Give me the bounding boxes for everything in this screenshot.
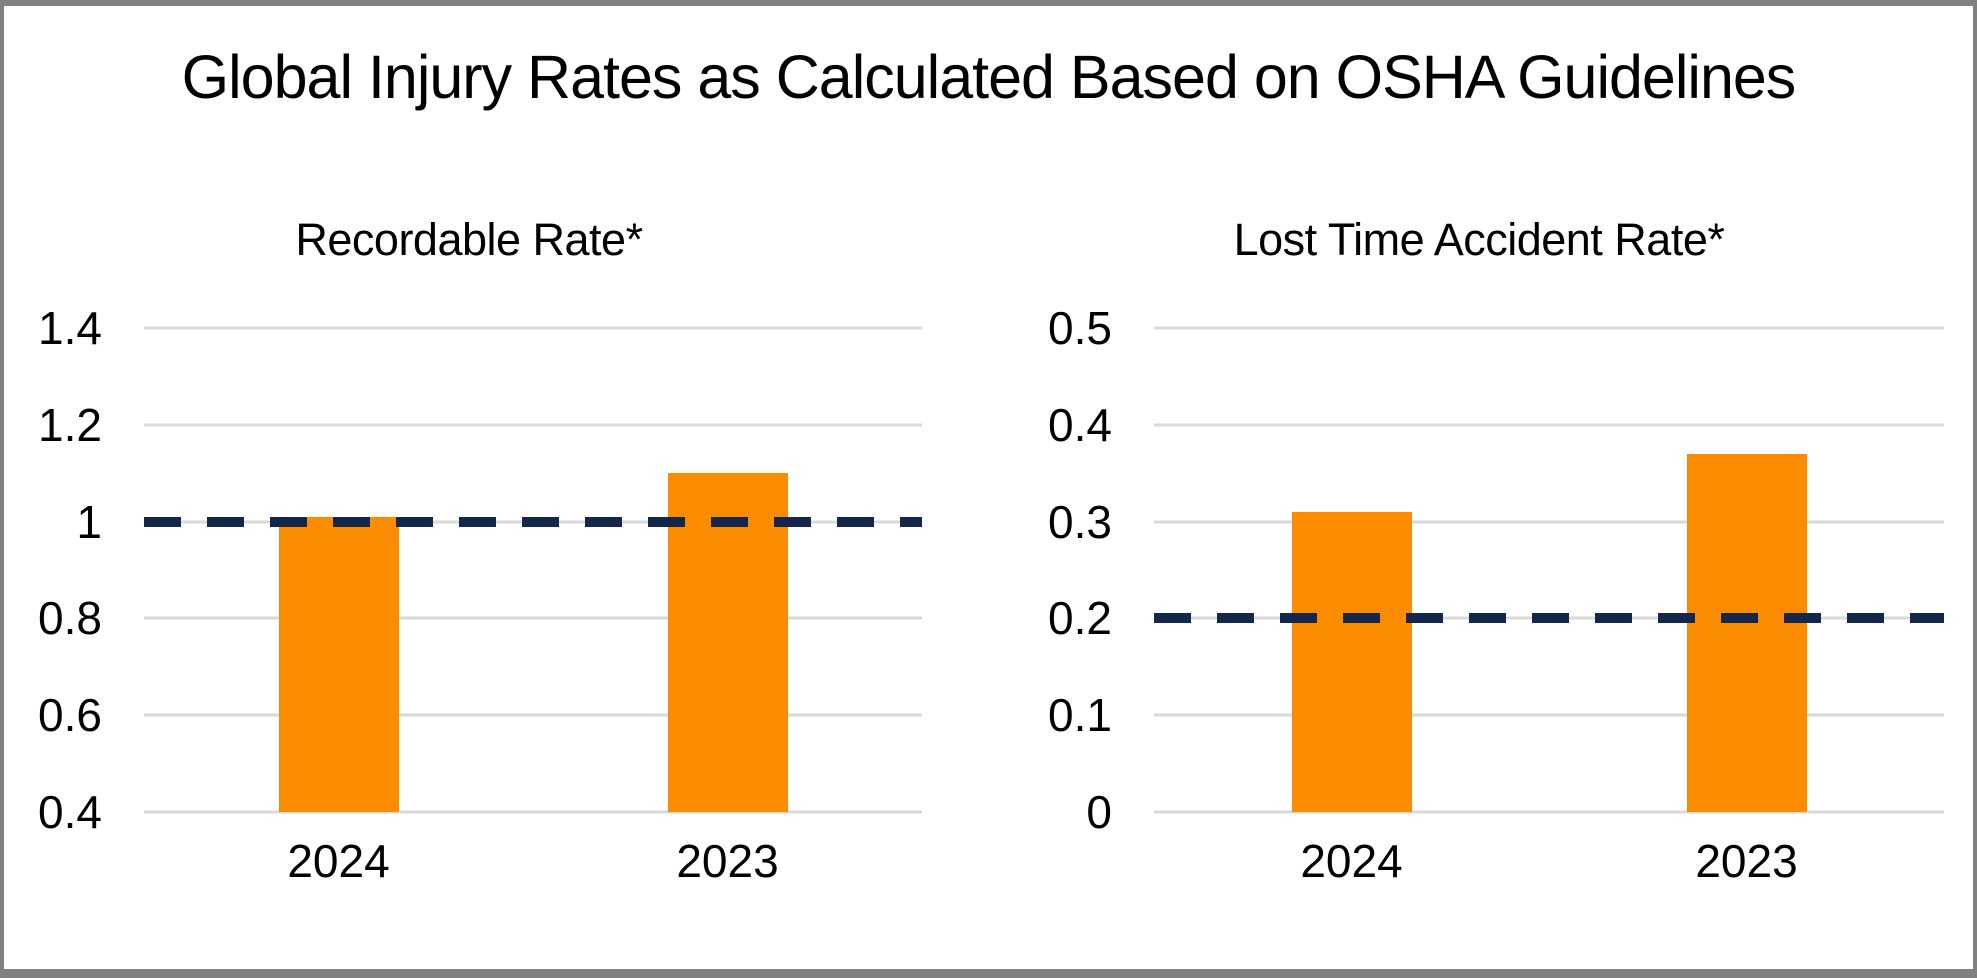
target-line	[1154, 613, 1944, 624]
gridline-1.4	[144, 326, 922, 330]
y-tick-label-0.3: 0.3	[1048, 495, 1112, 548]
y-tick-label-0.6: 0.6	[38, 689, 102, 742]
plot-area	[1154, 326, 1944, 814]
lost-time-accident-rate-chart-title: Lost Time Accident Rate*	[1233, 214, 1725, 265]
y-tick-label-1.4: 1.4	[38, 302, 102, 354]
x-axis: 2024 2023	[144, 838, 922, 890]
y-tick-label-0.2: 0.2	[1048, 592, 1112, 645]
gridline-0	[1154, 810, 1944, 814]
recordable-rate-chart: Recordable Rate* 1.4 1.2 1 0.8 0.6 0.4 2024 20…	[16, 214, 922, 890]
gridline-0.6	[144, 713, 922, 717]
y-tick-label-1.2: 1.2	[38, 398, 102, 451]
gridline-0.5	[1154, 326, 1944, 330]
x-axis: 2024 2023	[1154, 838, 1944, 890]
gridline-1.2	[144, 423, 922, 427]
y-tick-label-0.5: 0.5	[1048, 302, 1112, 354]
y-tick-label-1: 1	[76, 495, 102, 548]
y-tick-label-0.4: 0.4	[38, 786, 102, 838]
plot-area	[144, 326, 922, 814]
lost-time-accident-rate-plot-wrap: 0.5 0.4 0.3 0.2 0.1 0	[1014, 305, 1944, 835]
y-tick-label-0: 0	[1086, 786, 1112, 838]
gridline-0.3	[1154, 520, 1944, 524]
x-tick-label-2024: 2024	[287, 835, 390, 887]
gridline-0.1	[1154, 713, 1944, 717]
lost-time-accident-rate-chart: Lost Time Accident Rate* 0.5 0.4 0.3 0.2 0.1…	[1014, 214, 1944, 890]
x-tick-label-2023: 2023	[676, 835, 779, 887]
target-line	[144, 516, 922, 527]
page-title: Global Injury Rates as Calculated Based …	[181, 43, 1797, 111]
y-tick-label-0.4: 0.4	[1048, 398, 1112, 451]
bar-2023	[667, 473, 788, 812]
y-axis: 0.5 0.4 0.3 0.2 0.1 0	[1014, 305, 1154, 835]
y-axis: 1.4 1.2 1 0.8 0.6 0.4	[16, 305, 144, 835]
x-tick-label-2024: 2024	[1300, 835, 1403, 887]
y-tick-label-0.1: 0.1	[1048, 689, 1112, 742]
gridline-0.4	[1154, 423, 1944, 427]
recordable-rate-chart-title: Recordable Rate*	[295, 214, 643, 265]
recordable-rate-plot-wrap: 1.4 1.2 1 0.8 0.6 0.4	[16, 305, 922, 835]
bar-2023	[1686, 453, 1807, 812]
gridline-0.4	[144, 810, 922, 814]
x-tick-label-2023: 2023	[1695, 835, 1798, 887]
charts-row: Recordable Rate* 1.4 1.2 1 0.8 0.6 0.4 2024 20…	[4, 214, 1973, 890]
bar-2024	[1291, 511, 1412, 812]
y-tick-label-0.8: 0.8	[38, 592, 102, 645]
gridline-0.8	[144, 616, 922, 620]
bar-2024	[278, 516, 399, 812]
